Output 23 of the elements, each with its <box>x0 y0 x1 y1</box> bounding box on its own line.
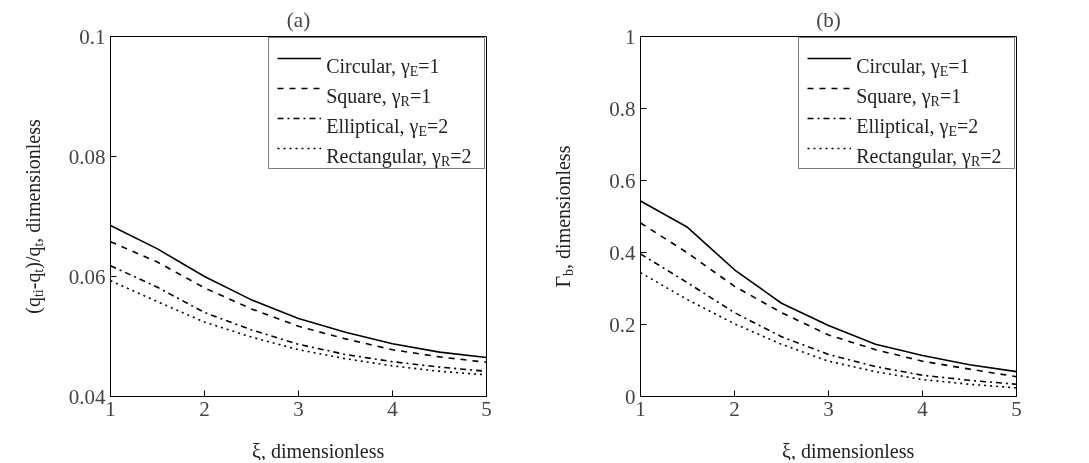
y-tick-label: 0.2 <box>609 312 636 337</box>
y-tick-label: 0.8 <box>609 96 636 121</box>
x-tick-label: 4 <box>917 396 929 421</box>
line-series <box>640 200 1017 373</box>
y-tick-label: 0.04 <box>68 384 106 409</box>
x-tick-label: 4 <box>387 396 399 421</box>
y-tick-label: 0.1 <box>79 24 106 49</box>
y-tick-label: 0.6 <box>609 168 636 193</box>
y-tick-label: 0.4 <box>609 240 636 265</box>
x-tick-label: 3 <box>823 396 834 421</box>
x-tick-label: 2 <box>729 396 740 421</box>
x-tick-label: 5 <box>1011 396 1022 421</box>
x-tick-label: 2 <box>199 396 210 421</box>
y-axis-title: Γb, dimensionless <box>551 145 576 288</box>
y-tick-label: 0.08 <box>68 144 106 169</box>
y-tick-label: 0.06 <box>68 264 106 289</box>
line-series <box>640 222 1017 378</box>
x-tick-label: 5 <box>481 396 492 421</box>
chart-title: (a) <box>286 7 311 32</box>
chart-title: (b) <box>816 7 841 32</box>
y-tick-label: 1 <box>625 24 636 49</box>
y-tick-label: 0 <box>625 384 636 409</box>
x-tick-label: 3 <box>293 396 304 421</box>
